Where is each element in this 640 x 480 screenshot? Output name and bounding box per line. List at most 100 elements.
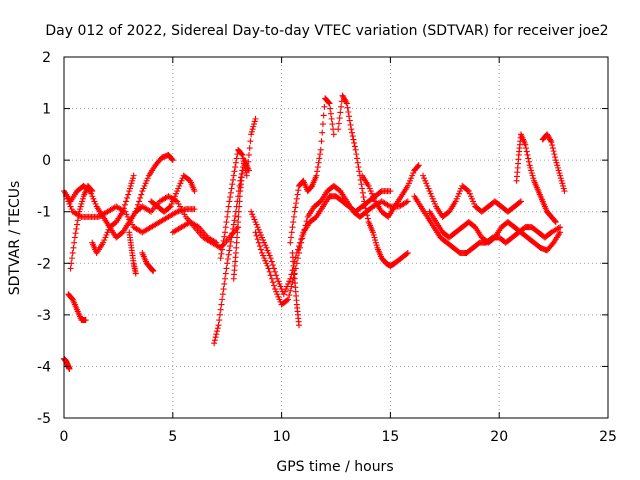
data-point-marker (139, 188, 146, 195)
data-point-marker (176, 182, 183, 189)
series-s10 (148, 172, 198, 215)
data-point-marker (470, 198, 477, 205)
data-point-marker (264, 262, 271, 269)
data-point-marker (221, 280, 228, 287)
data-point-marker (265, 265, 272, 272)
series-s2 (63, 193, 198, 236)
data-point-marker (287, 287, 294, 294)
data-point-marker (327, 110, 334, 117)
data-point-marker (525, 158, 532, 165)
data-point-marker (528, 167, 535, 174)
data-point-marker (174, 188, 181, 195)
data-point-marker (104, 229, 111, 236)
data-point-marker (214, 325, 221, 332)
data-point-marker (66, 200, 73, 207)
data-point-marker (387, 188, 394, 195)
data-point-marker (359, 189, 366, 196)
data-point-marker (142, 180, 149, 187)
data-point-marker (372, 239, 379, 246)
data-point-marker (408, 175, 415, 182)
data-point-marker (330, 126, 337, 133)
x-tick-label: 15 (381, 429, 399, 445)
data-point-marker (526, 162, 533, 169)
data-point-marker (557, 175, 564, 182)
data-point-marker (88, 187, 95, 194)
data-point-marker (254, 236, 261, 243)
data-point-marker (337, 109, 344, 116)
data-point-marker (325, 99, 332, 106)
data-point-marker (551, 151, 558, 158)
data-point-marker (221, 233, 228, 240)
data-point-marker (248, 208, 255, 215)
data-point-marker (178, 177, 185, 184)
data-point-marker (219, 242, 226, 249)
data-point-marker (168, 200, 175, 207)
data-point-marker (465, 188, 472, 195)
data-point-marker (226, 198, 233, 205)
y-tick-label: 0 (42, 153, 51, 169)
data-point-marker (262, 242, 269, 249)
data-point-marker (251, 121, 258, 128)
y-tick-label: 2 (42, 50, 51, 66)
data-point-marker (252, 115, 259, 122)
data-point-marker (261, 239, 268, 246)
data-point-marker (348, 126, 355, 133)
data-point-marker (233, 234, 240, 241)
data-point-marker (70, 244, 77, 251)
series-s18 (287, 95, 337, 246)
data-point-marker (246, 145, 253, 152)
data-point-marker (67, 203, 74, 210)
data-point-marker (282, 286, 289, 293)
data-point-marker (335, 120, 342, 127)
data-point-marker (235, 219, 242, 226)
data-point-marker (421, 175, 428, 182)
data-point-marker (464, 187, 471, 194)
data-point-marker (276, 296, 283, 303)
data-point-marker (457, 188, 464, 195)
data-point-marker (293, 195, 300, 202)
data-point-marker (239, 151, 246, 158)
data-point-marker (404, 249, 411, 256)
data-point-marker (134, 201, 141, 208)
data-point-marker (452, 198, 459, 205)
data-point-marker (290, 274, 297, 281)
data-point-marker (227, 194, 234, 201)
data-point-marker (554, 162, 561, 169)
data-point-marker (530, 175, 537, 182)
data-point-marker (559, 180, 566, 187)
data-point-marker (406, 177, 413, 184)
data-point-marker (354, 159, 361, 166)
data-point-marker (227, 238, 234, 245)
data-point-marker (75, 213, 82, 220)
data-point-marker (467, 193, 474, 200)
data-point-marker (219, 291, 226, 298)
data-point-marker (260, 252, 267, 259)
data-point-marker (300, 231, 307, 238)
data-point-marker (175, 185, 182, 192)
data-point-marker (79, 195, 86, 202)
data-point-marker (275, 293, 282, 300)
data-point-marker (217, 255, 224, 262)
data-point-marker (214, 328, 221, 335)
series-s4 (61, 355, 73, 373)
data-point-marker (129, 177, 136, 184)
data-point-marker (348, 129, 355, 136)
y-tick-label: -3 (37, 308, 51, 324)
data-point-marker (105, 226, 112, 233)
data-point-marker (232, 164, 239, 171)
data-point-marker (72, 230, 79, 237)
data-point-marker (372, 237, 379, 244)
data-point-marker (169, 156, 176, 163)
data-point-marker (233, 239, 240, 246)
data-point-marker (266, 252, 273, 259)
data-point-marker (124, 194, 131, 201)
data-point-marker (350, 136, 357, 143)
data-point-marker (291, 208, 298, 215)
data-point-marker (82, 317, 89, 324)
data-point-marker (296, 322, 303, 329)
data-point-marker (226, 247, 233, 254)
data-point-marker (454, 193, 461, 200)
series-s25 (539, 131, 568, 195)
data-point-marker (351, 139, 358, 146)
data-point-marker (260, 237, 267, 244)
